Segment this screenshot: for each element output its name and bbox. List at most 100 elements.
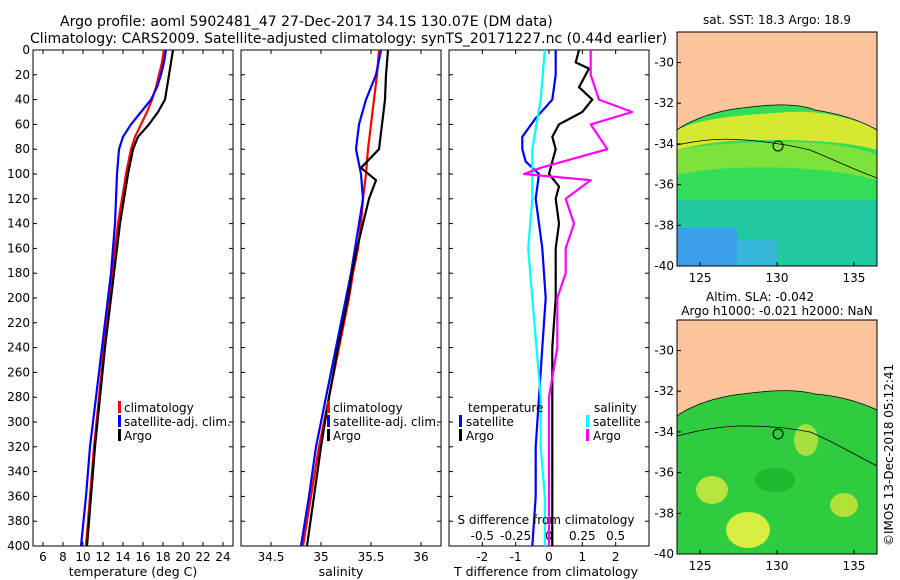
x-tick-label: 14 — [115, 550, 130, 564]
x-tick-label: 6 — [39, 550, 47, 564]
legend-swatch-s-argo — [586, 429, 589, 441]
depth-tick-label: 340 — [7, 465, 30, 479]
salinity-plot-frame — [240, 49, 442, 547]
depth-tick-label: 220 — [7, 316, 30, 330]
legend-label-t-argo: Argo — [466, 429, 494, 443]
map-y-tick-label: -34 — [654, 137, 674, 151]
series-line-satellite-adj-clim- — [79, 49, 168, 547]
depth-tick-label: 60 — [15, 117, 30, 131]
sst-mid-band — [677, 142, 877, 180]
map-y-tick-label: -36 — [654, 178, 674, 192]
legend-label-satellite: satellite-adj. clim. — [124, 415, 231, 429]
difference-axis-label: T difference from climatology — [453, 564, 639, 579]
sst-map-title: sat. SST: 18.3 Argo: 18.9 — [703, 13, 851, 27]
series-line-argo — [305, 49, 390, 547]
sla-anomaly-high — [794, 424, 818, 456]
watermark: ©IMOS 13-Dec-2018 05:12:41 — [882, 364, 896, 546]
depth-tick-label: 300 — [7, 415, 30, 429]
legend-swatch-satellite — [327, 415, 330, 427]
depth-tick-label: 100 — [7, 167, 30, 181]
sst-warm-band — [677, 111, 877, 150]
x-tick-label: 18 — [155, 550, 170, 564]
temperature-plot-frame — [32, 49, 234, 547]
depth-tick-label: 320 — [7, 440, 30, 454]
sst-map-axes: 125 130 135 -30 -32 -34 -36 -38 -40 — [654, 56, 865, 285]
depth-tick-label: 280 — [7, 390, 30, 404]
map-y-tick-label: -40 — [654, 547, 674, 561]
temperature-curves: 6 8 10 12 14 16 18 20 22 24 — [39, 49, 231, 564]
depth-tick-label: 160 — [7, 241, 30, 255]
sla-map — [677, 320, 877, 554]
map-y-tick-label: -30 — [654, 344, 674, 358]
depth-tick-label: 80 — [15, 142, 30, 156]
sla-anomaly-low — [755, 468, 795, 492]
legend-label-climatology: climatology — [124, 401, 194, 415]
series-line-s-satellite — [527, 49, 546, 546]
map-y-tick-label: -40 — [654, 259, 674, 273]
map-x-tick-label: 135 — [842, 559, 865, 573]
header-title-line2: Climatology: CARS2009. Satellite-adjuste… — [30, 31, 667, 47]
depth-tick-label: 0 — [22, 43, 30, 57]
x-tick-label: 24 — [215, 550, 230, 564]
series-line-climatology — [84, 49, 166, 547]
sst-coastline — [677, 104, 877, 131]
map-x-tick-label: 125 — [689, 271, 712, 285]
x-tick-label: 22 — [195, 550, 210, 564]
x-tick-label: 0 — [545, 550, 553, 564]
x-tick-label: 16 — [135, 550, 150, 564]
sla-map-axes: 125 130 135 -30 -32 -34 -36 -38 -40 — [654, 344, 865, 573]
map-x-tick-label: 125 — [689, 559, 712, 573]
series-line-satellite-adj-clim- — [299, 49, 383, 547]
x-tick-label: 34.5 — [258, 550, 285, 564]
x-tick-label: -1 — [510, 550, 522, 564]
temperature-axis-label: temperature (deg C) — [69, 564, 198, 579]
header-title-line1: Argo profile: aoml 5902481_47 27-Dec-201… — [60, 14, 553, 30]
legend-label-satellite: satellite-adj. clim. — [333, 415, 440, 429]
map-x-tick-label: 135 — [842, 271, 865, 285]
map-y-tick-label: -32 — [654, 96, 674, 110]
legend-swatch-satellite — [118, 415, 121, 427]
legend-title-salinity: salinity — [594, 401, 637, 415]
s-difference-axis-label: S difference from climatology — [458, 513, 635, 527]
x-tick-label: -2 — [476, 550, 488, 564]
x-tick-label: 36 — [413, 550, 428, 564]
series-line-climatology — [301, 49, 381, 547]
series-line-t-argo — [547, 49, 594, 546]
series-line-argo — [85, 49, 175, 547]
temperature-legend: climatology satellite-adj. clim. Argo — [118, 401, 231, 443]
x-tick-label: 8 — [59, 550, 67, 564]
map-y-tick-label: -36 — [654, 466, 674, 480]
depth-tick-label: 40 — [15, 93, 30, 107]
s-difference-tick-label: 0.25 — [569, 529, 596, 543]
depth-tick-label: 240 — [7, 341, 30, 355]
depth-tick-label: 180 — [7, 266, 30, 280]
map-y-tick-label: -34 — [654, 425, 674, 439]
sla-anomaly-high — [696, 476, 728, 504]
map-y-tick-label: -32 — [654, 384, 674, 398]
legend-swatch-s-satellite — [586, 415, 589, 427]
depth-tick-label: 400 — [7, 539, 30, 553]
series-line-t-satellite — [521, 50, 557, 547]
salinity-curves: 34.5 35 35.5 36 — [258, 49, 429, 564]
sst-ocean-deep2 — [737, 240, 777, 266]
map-y-tick-label: -30 — [654, 56, 674, 70]
depth-tick-label: 20 — [15, 68, 30, 82]
legend-swatch-climatology — [118, 401, 121, 413]
depth-tick-label: 360 — [7, 489, 30, 503]
legend-swatch-argo — [327, 429, 330, 441]
legend-swatch-argo — [118, 429, 121, 441]
depth-tick-label: 260 — [7, 365, 30, 379]
difference-curves: -2 -1 0 1 2-0.5 -0.25 0 0.25 0.5 — [471, 49, 634, 564]
sla-land — [677, 320, 877, 416]
sst-map — [677, 32, 877, 266]
s-difference-tick-label: -0.5 — [471, 529, 494, 543]
sst-argo-position-marker — [772, 140, 784, 152]
x-tick-label: 35 — [313, 550, 328, 564]
sla-map-title-line1: Altim. SLA: -0.042 — [706, 290, 814, 304]
legend-label-argo: Argo — [333, 429, 361, 443]
legend-label-climatology: climatology — [333, 401, 403, 415]
map-x-tick-label: 130 — [766, 271, 789, 285]
sla-anomaly-high — [726, 512, 770, 548]
sst-ocean-deep — [677, 228, 737, 266]
